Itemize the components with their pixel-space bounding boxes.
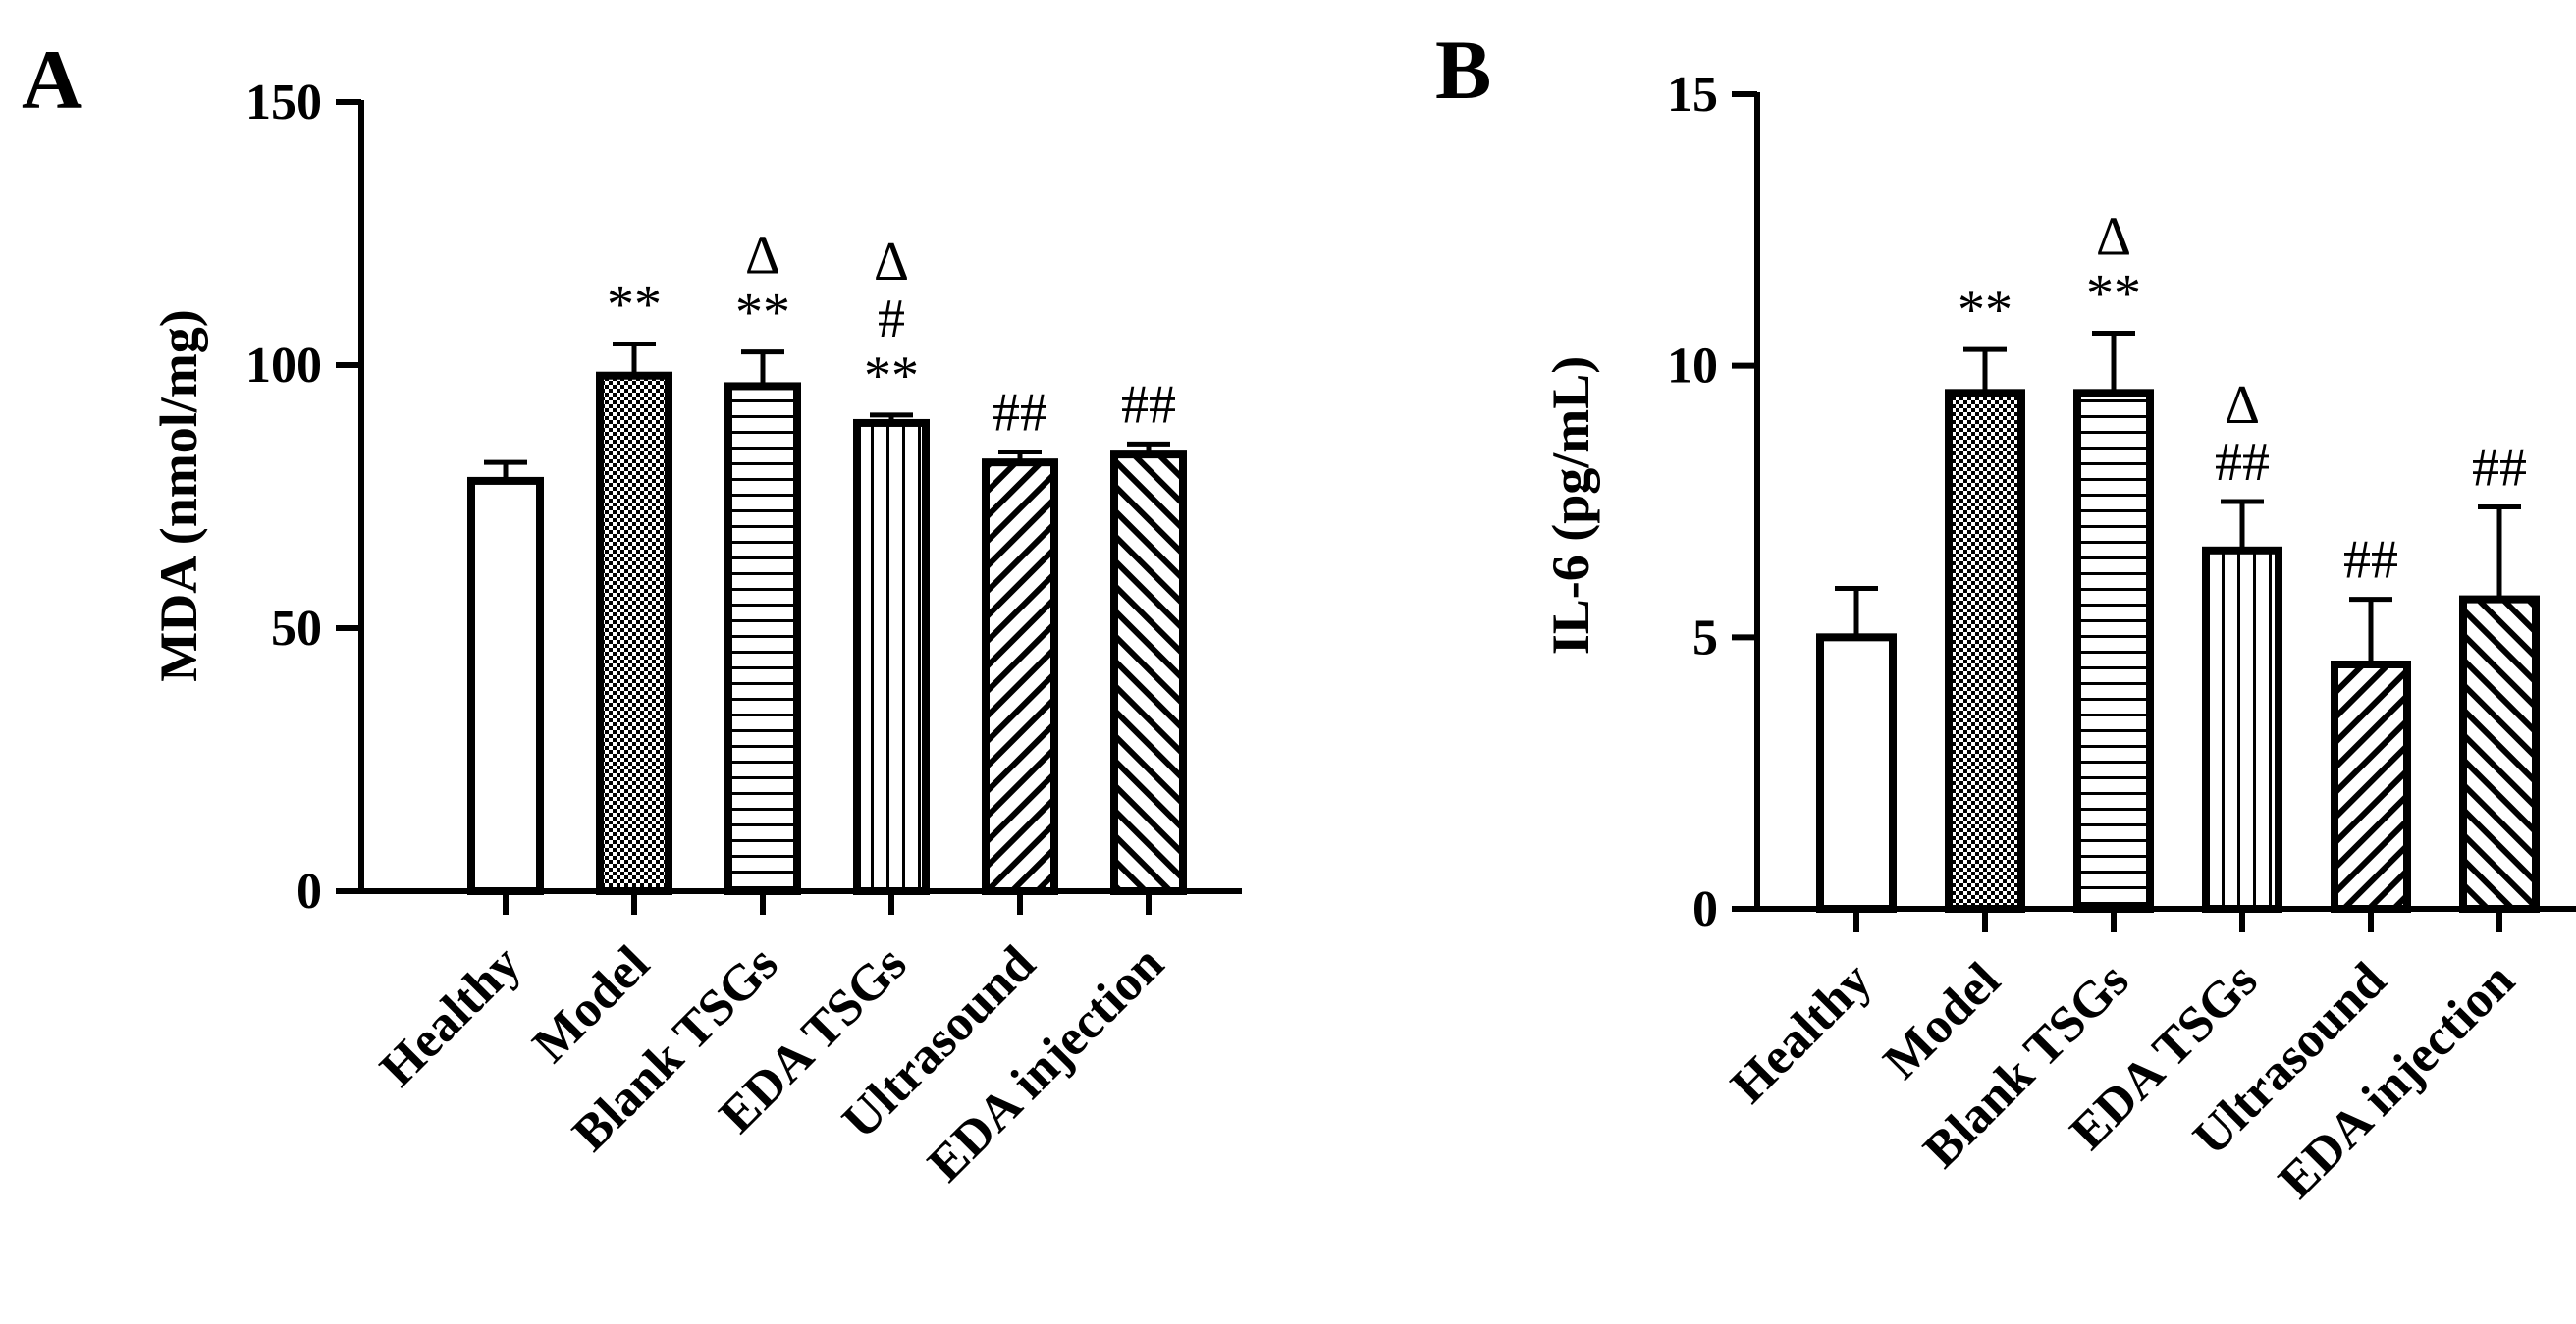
- bar: [2073, 389, 2154, 914]
- significance-label: ##: [2343, 530, 2398, 591]
- significance-label: **: [607, 275, 662, 336]
- panel-letter-a: A: [22, 32, 82, 127]
- significance-label: ##: [2215, 432, 2270, 493]
- significance-label: ##: [2472, 438, 2527, 499]
- significance-label: **: [2086, 263, 2141, 324]
- bar: [724, 382, 801, 895]
- significance-label: **: [735, 283, 790, 344]
- y-tick-label: 150: [245, 75, 322, 131]
- y-tick-label: 10: [1667, 339, 1718, 395]
- significance-label: #: [878, 289, 905, 349]
- x-tick-label: Healthy: [370, 935, 532, 1097]
- panel-a: A MDA (nmol/mg) 050100150HealthyModel**B…: [22, 32, 1242, 1192]
- bar: [982, 458, 1058, 895]
- y-tick-label: 0: [1692, 881, 1718, 937]
- bar: [1110, 450, 1187, 895]
- y-tick-label: 0: [296, 864, 322, 920]
- significance-label: ##: [993, 382, 1047, 443]
- panel-letter-b: B: [1435, 23, 1491, 117]
- significance-label: **: [1958, 280, 2012, 341]
- bar: [853, 418, 930, 895]
- y-axis-label: IL-6 (pg/mL): [1541, 356, 1600, 656]
- significance-label: **: [864, 345, 919, 406]
- significance-label: ##: [1121, 374, 1176, 435]
- bar: [467, 476, 544, 895]
- panel-b: B IL-6 (pg/mL) 051015HealthyModel**Blank…: [1435, 23, 2576, 1209]
- significance-label: Δ: [874, 232, 909, 292]
- bar: [2331, 661, 2411, 913]
- bar: [1945, 389, 2025, 914]
- y-tick-label: 100: [245, 338, 322, 394]
- bar: [1816, 633, 1897, 913]
- significance-label: Δ: [2225, 375, 2260, 436]
- significance-label: Δ: [2096, 206, 2131, 267]
- y-tick-label: 50: [271, 601, 322, 657]
- y-tick-label: 5: [1692, 609, 1718, 665]
- bar: [2202, 546, 2282, 913]
- x-tick-label: Healthy: [1721, 952, 1883, 1114]
- bar: [2459, 595, 2540, 913]
- y-axis-label: MDA (nmol/mg): [149, 309, 208, 681]
- bar: [596, 371, 672, 896]
- y-tick-label: 15: [1667, 67, 1718, 123]
- significance-label: Δ: [745, 226, 780, 287]
